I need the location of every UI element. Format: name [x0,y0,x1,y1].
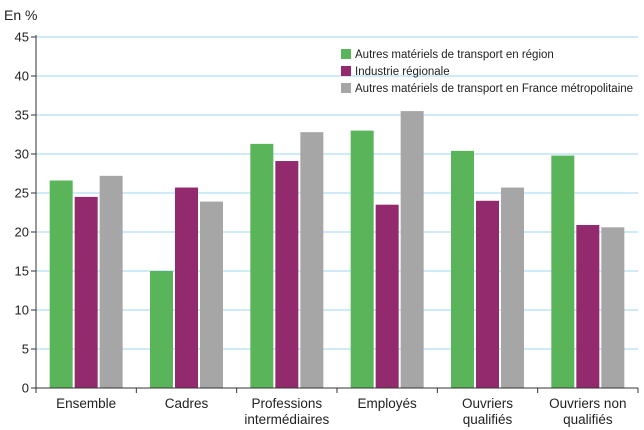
bar [576,224,600,388]
y-tick-label: 15 [15,264,29,279]
bar [200,201,223,388]
legend-label: Autres matériels de transport en France … [355,83,633,95]
legend: Autres matériels de transport en région I… [341,49,633,95]
x-category-label: Ensemble [56,396,116,411]
y-tick-label: 40 [15,69,29,84]
bar [175,187,198,388]
bar [275,161,299,388]
x-category-label: qualifiés [463,412,513,427]
bars [49,111,625,388]
y-tick-label: 45 [15,30,29,45]
y-tick-label: 35 [15,108,29,123]
bar [300,132,324,388]
y-axis-unit-label: En % [4,7,37,23]
bar [350,130,374,388]
bar [250,143,274,388]
y-tick-label: 20 [15,225,29,240]
bar [375,204,399,388]
bar [74,196,98,388]
bar [551,155,575,388]
x-category-label: Cadres [165,396,209,411]
legend-swatch [341,49,351,59]
x-category-label: Ouvriers non [549,396,626,411]
legend-swatch [341,66,351,76]
x-category-label: intermédiaires [244,412,329,427]
x-category-label: Ouvriers [462,396,513,411]
y-tick-label: 25 [15,186,29,201]
bar [451,150,474,388]
x-category-label: qualifiés [563,412,613,427]
y-axis-ticks: 0 5 10 15 20 25 30 35 40 45 [15,30,36,396]
gridlines [36,36,638,350]
bar [501,187,524,388]
y-tick-label: 5 [22,342,29,357]
bar [99,175,123,388]
legend-swatch [341,83,351,93]
bar [49,180,73,388]
y-tick-label: 30 [15,147,29,162]
y-tick-label: 10 [15,303,29,318]
bar [400,111,424,388]
y-tick-label: 0 [22,381,29,396]
bar [601,227,625,388]
bar [476,200,499,388]
bar [150,271,173,388]
x-category-label: Professions [252,396,323,411]
legend-label: Autres matériels de transport en région [355,49,554,61]
x-category-label: Employés [358,396,418,411]
legend-label: Industrie régionale [355,66,450,78]
